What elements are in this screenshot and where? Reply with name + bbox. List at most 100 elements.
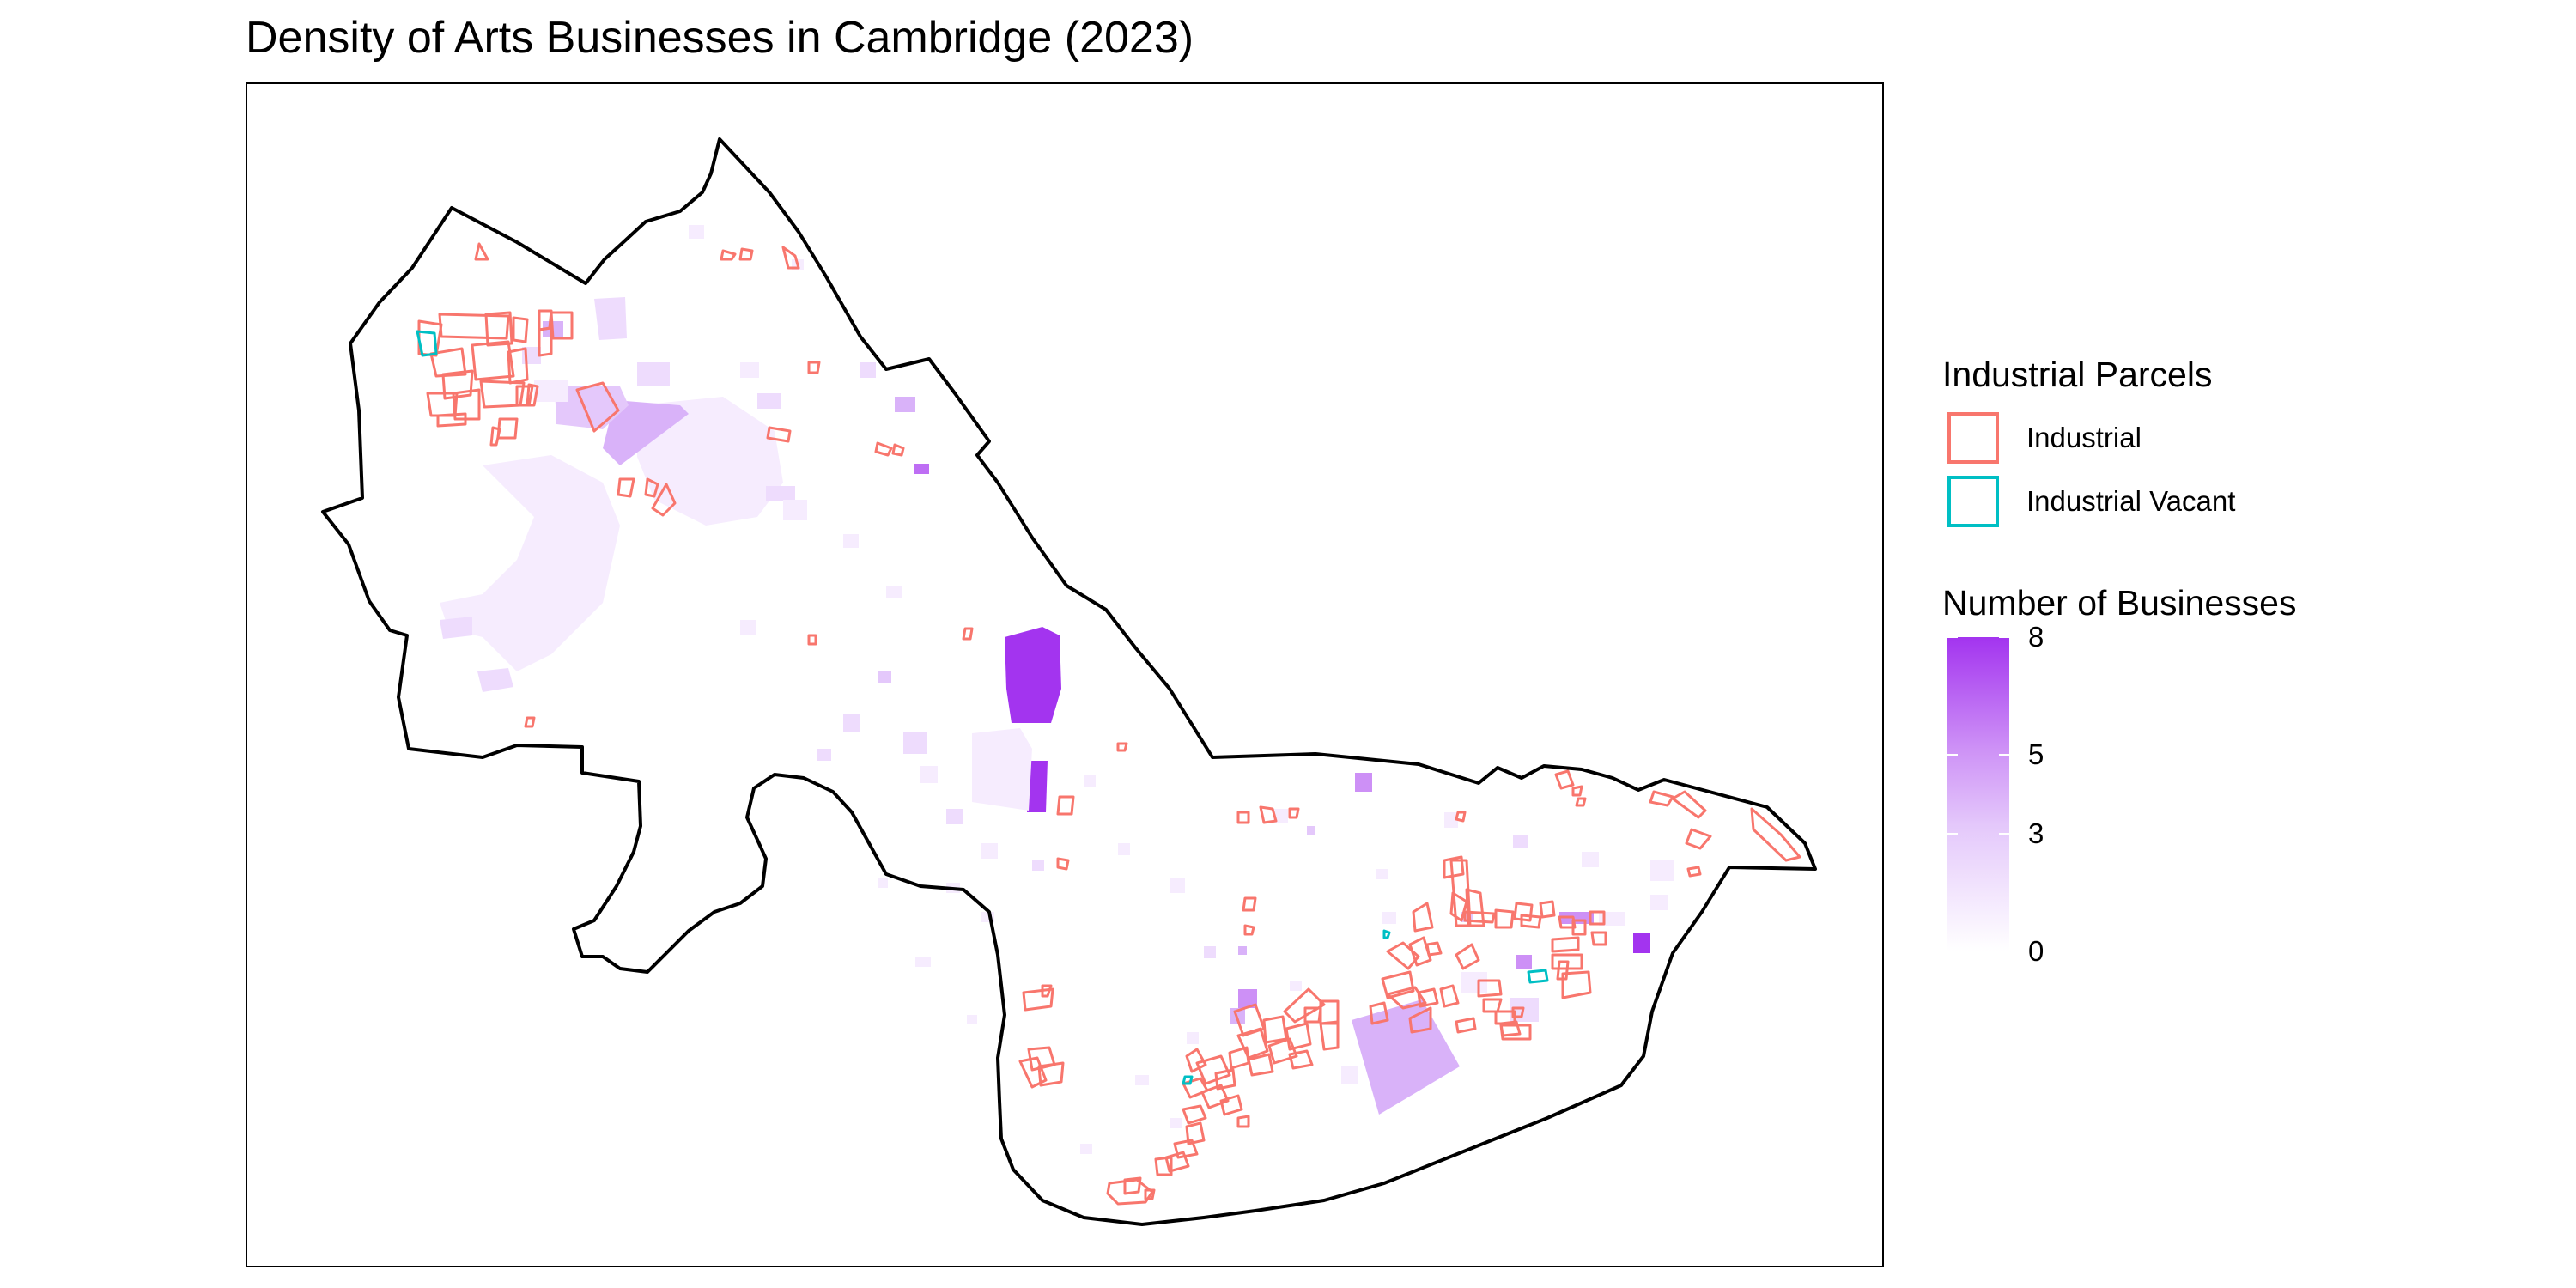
industrial-parcel (1589, 910, 1606, 926)
density-parcel (1290, 981, 1302, 991)
industrial-parcel (1750, 807, 1801, 862)
density-parcel (1633, 933, 1650, 953)
legend-item-industrial[interactable]: Industrial (1942, 409, 2492, 472)
industrial-parcel (1144, 1188, 1156, 1200)
industrial-parcel (1412, 902, 1434, 933)
industrial-parcel (1056, 857, 1070, 871)
industrial-parcel (575, 381, 620, 433)
industrial-parcel (1243, 924, 1255, 936)
industrial-vacant-parcel (1382, 929, 1391, 939)
legend-label-industrial: Industrial (2026, 422, 2142, 453)
industrial-parcel (1182, 1104, 1207, 1125)
industrial-vacant-parcel (416, 330, 438, 357)
legend-item-industrial-vacant[interactable]: Industrial Vacant (1942, 472, 2492, 536)
industrial-parcel (1686, 866, 1702, 878)
density-parcel (1307, 826, 1315, 835)
businesses-legend-title: Number of Businesses (1942, 583, 2297, 623)
industrial-parcel (1511, 1006, 1525, 1018)
industrial-parcel (891, 443, 905, 457)
industrial-parcel (1185, 1121, 1206, 1145)
industrial-parcel (1369, 1001, 1389, 1025)
industrial-parcel (1214, 1068, 1236, 1091)
density-parcel (1032, 860, 1044, 871)
industrial-parcel (1056, 795, 1075, 816)
industrial-parcel (484, 311, 513, 347)
density-parcel (895, 397, 915, 412)
density-parcel (843, 714, 860, 732)
colorbar-tick-left (1947, 754, 1958, 756)
industrial-parcel (1267, 1037, 1298, 1065)
industrial-parcel (644, 477, 659, 498)
industrial-parcel (1259, 805, 1278, 824)
industrial-parcel (436, 412, 467, 428)
industrial-parcel (1494, 1010, 1516, 1025)
density-parcel (757, 393, 781, 409)
industrial-vacant-parcel (1182, 1075, 1194, 1085)
industrial-parcel (807, 361, 821, 374)
industrial-parcel (1303, 1006, 1322, 1024)
industrial-parcel (651, 483, 677, 517)
industrial-parcel (738, 247, 754, 261)
map-panel[interactable] (246, 82, 1884, 1267)
industrial-parcel (1195, 1054, 1231, 1085)
business-density-layer (440, 225, 1674, 1154)
industrial-parcel (1443, 855, 1465, 879)
colorbar-tick-right (1999, 754, 2009, 756)
density-parcel (878, 878, 888, 888)
density-parcel (594, 297, 627, 340)
density-parcel (878, 671, 891, 683)
colorbar-label: 3 (2028, 817, 2044, 849)
industrial-parcel (720, 249, 737, 261)
density-parcel (1238, 946, 1247, 955)
colorbar-label: 8 (2028, 621, 2044, 653)
density-parcel (1352, 999, 1460, 1115)
industrial-parcel (438, 313, 510, 340)
industrial-parcel (1386, 986, 1427, 1010)
density-parcel (637, 362, 670, 386)
industrial-parcel (1477, 979, 1503, 998)
industrial-parcel (1288, 807, 1300, 819)
industrial-vacant-parcels (416, 330, 1549, 1085)
industrial-parcel (429, 347, 467, 378)
industrial-parcel (1200, 1084, 1230, 1109)
density-parcel (440, 455, 620, 671)
industrial-parcel (1590, 931, 1607, 946)
map-legend: Industrial Parcels Industrial Industrial… (1942, 352, 2492, 967)
industrial-vacant-swatch (1947, 476, 1999, 527)
industrial-parcel (1671, 790, 1707, 819)
industrial-parcel (507, 347, 529, 385)
density-parcel (1118, 843, 1130, 855)
density-parcel (1650, 895, 1668, 910)
density-parcel (1513, 835, 1528, 848)
industrial-parcel (471, 340, 515, 381)
industrial-parcel (441, 369, 474, 400)
cambridge-map[interactable] (247, 84, 1882, 1266)
density-parcel (914, 464, 929, 474)
density-parcel (534, 380, 568, 402)
density-parcel (1341, 1066, 1358, 1084)
industrial-parcel (1455, 943, 1480, 970)
industrial-parcel (1037, 1061, 1065, 1087)
density-parcel (981, 843, 998, 859)
industrial-parcel (1236, 1027, 1269, 1060)
industrial-parcel (1556, 960, 1570, 981)
legend-label-industrial-vacant: Industrial Vacant (2026, 485, 2236, 517)
industrial-parcel (1649, 790, 1674, 807)
density-parcel (1355, 773, 1372, 792)
industrial-parcel (1319, 1020, 1340, 1051)
industrial-parcel (1571, 919, 1587, 936)
industrial-vacant-parcel (1527, 969, 1549, 984)
density-parcel (1170, 1118, 1182, 1128)
density-parcel (860, 362, 876, 378)
industrial-parcel (1116, 742, 1128, 752)
density-parcel (920, 766, 938, 783)
density-parcel (1238, 989, 1257, 1008)
industrial-parcel (1455, 1017, 1477, 1034)
industrial-parcel (1439, 984, 1460, 1008)
density-parcel (1170, 878, 1185, 893)
colorbar-tick-right (1999, 636, 2009, 638)
colorbar-tick-left (1947, 636, 1958, 638)
industrial-parcel (1685, 828, 1712, 850)
density-parcel (603, 400, 689, 465)
industrial-parcel (1575, 797, 1587, 807)
